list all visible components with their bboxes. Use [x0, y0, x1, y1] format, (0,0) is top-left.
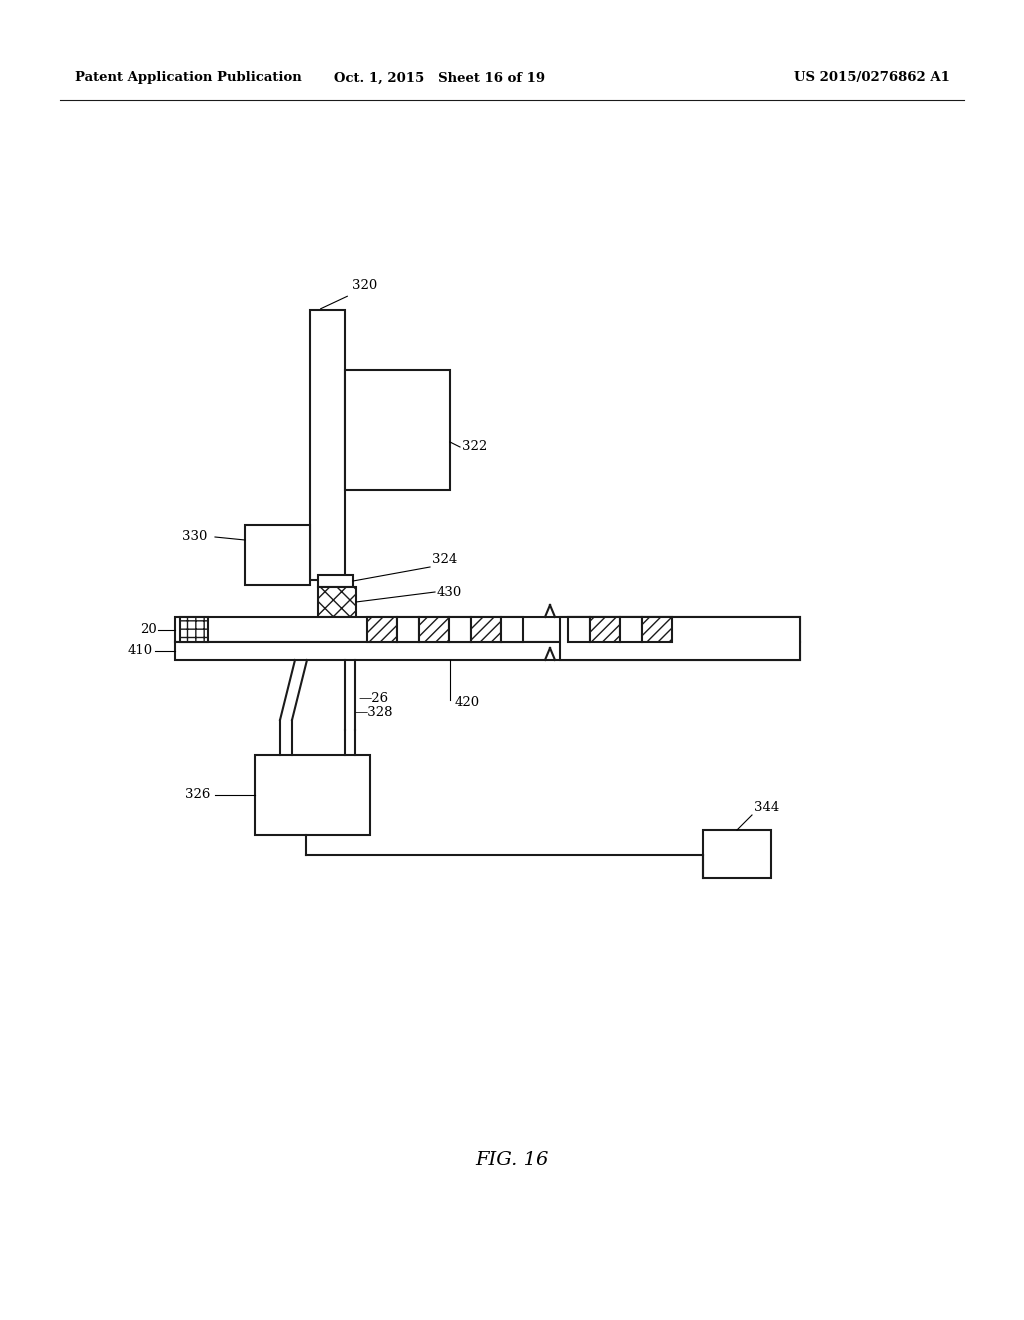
Text: Patent Application Publication: Patent Application Publication	[75, 71, 302, 84]
Bar	[419, 616, 449, 642]
Bar	[255, 755, 370, 836]
Bar	[345, 370, 450, 490]
Text: FIG. 16: FIG. 16	[475, 1151, 549, 1170]
Bar	[175, 616, 800, 642]
Text: US 2015/0276862 A1: US 2015/0276862 A1	[795, 71, 950, 84]
Text: Oct. 1, 2015   Sheet 16 of 19: Oct. 1, 2015 Sheet 16 of 19	[335, 71, 546, 84]
Bar	[568, 616, 590, 642]
Bar	[449, 616, 471, 642]
Text: 324: 324	[432, 553, 458, 566]
Bar	[318, 587, 356, 616]
Text: 320: 320	[352, 279, 377, 292]
Text: 410: 410	[128, 644, 154, 657]
Bar	[501, 616, 523, 642]
Bar	[642, 616, 672, 642]
Bar	[590, 616, 620, 642]
Bar	[471, 616, 501, 642]
Text: 330: 330	[182, 531, 208, 544]
Bar	[560, 616, 800, 660]
Text: —328: —328	[354, 705, 392, 718]
Bar	[703, 830, 771, 878]
Bar	[318, 576, 353, 587]
Bar	[367, 616, 397, 642]
Bar	[397, 616, 419, 642]
Text: 420: 420	[455, 696, 480, 709]
Bar	[245, 525, 310, 585]
Bar	[175, 642, 800, 660]
Bar	[310, 310, 345, 579]
Bar	[180, 616, 208, 642]
Text: —26: —26	[358, 692, 388, 705]
Text: 326: 326	[185, 788, 210, 801]
Text: 430: 430	[437, 586, 462, 598]
Text: 322: 322	[462, 441, 487, 454]
Bar	[620, 616, 642, 642]
Text: 344: 344	[754, 801, 779, 814]
Text: 20: 20	[140, 623, 157, 636]
